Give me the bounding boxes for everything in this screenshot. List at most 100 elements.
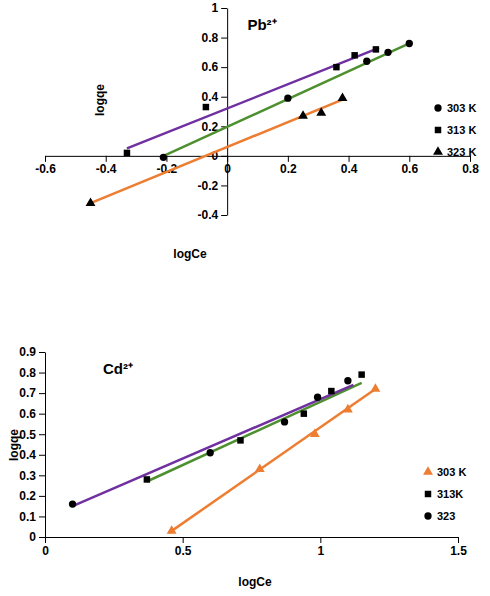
point xyxy=(255,463,265,472)
legend-label: 303 K xyxy=(437,466,466,478)
point xyxy=(370,383,380,392)
fit-line xyxy=(91,100,343,204)
x-tick-label: 0 xyxy=(42,544,49,558)
x-tick-label: 0.6 xyxy=(401,162,418,176)
legend: 303 K313 K323 K xyxy=(433,102,476,158)
y-tick-label: 0.8 xyxy=(201,31,218,45)
y-tick-label: 0.2 xyxy=(19,489,36,503)
y-tick: 0.4 xyxy=(201,90,227,104)
x-tick-mark xyxy=(45,156,46,162)
y-tick: -0.2 xyxy=(197,179,227,193)
legend-label: 313 K xyxy=(447,124,476,136)
y-tick: 0.6 xyxy=(19,407,45,421)
y-tick-mark xyxy=(221,8,227,9)
x-tick-mark xyxy=(183,537,184,543)
y-tick-mark xyxy=(221,67,227,68)
point xyxy=(124,150,130,156)
legend-label: 323 xyxy=(437,510,455,522)
series xyxy=(167,383,381,533)
plot-area xyxy=(69,371,380,533)
series xyxy=(69,377,352,508)
point xyxy=(69,500,76,507)
y-tick: 0.6 xyxy=(201,60,227,74)
y-tick-mark xyxy=(39,475,45,476)
x-tick: -0.6 xyxy=(35,156,56,177)
chart: -0.6-0.4-0.200.20.40.60.8-0.4-0.200.20.4… xyxy=(35,1,479,261)
x-tick: 0 xyxy=(42,537,49,558)
legend-marker xyxy=(435,127,441,133)
x-tick-label: -0.4 xyxy=(96,162,117,176)
y-tick-mark xyxy=(39,434,45,435)
fit-line xyxy=(147,383,362,482)
x-tick-mark xyxy=(349,156,350,162)
y-tick: 0.2 xyxy=(19,489,45,503)
x-tick-mark xyxy=(458,537,459,543)
y-tick-mark xyxy=(221,38,227,39)
y-axis-title: logqe xyxy=(93,84,107,116)
x-tick-mark xyxy=(288,156,289,162)
y-tick-label: 0.5 xyxy=(19,428,36,442)
legend-marker xyxy=(433,146,443,155)
plot-area xyxy=(86,40,413,206)
y-tick-label: 0.3 xyxy=(19,469,36,483)
point xyxy=(373,46,379,52)
series xyxy=(160,40,413,161)
x-tick-mark xyxy=(106,156,107,162)
y-tick-label: 0.7 xyxy=(19,386,36,400)
series xyxy=(124,46,379,156)
point xyxy=(86,197,96,206)
y-tick-label: 0.8 xyxy=(19,366,36,380)
legend-label: 303 K xyxy=(447,102,476,114)
x-axis: -0.6-0.4-0.200.20.40.60.8 xyxy=(35,156,479,177)
chart-title: Cd²⁺ xyxy=(103,360,133,377)
y-tick-mark xyxy=(39,414,45,415)
y-tick-label: 0.4 xyxy=(201,90,218,104)
y-tick-mark xyxy=(39,537,45,538)
x-tick-mark xyxy=(409,156,410,162)
y-tick-label: -0.2 xyxy=(197,179,218,193)
legend-label: 313K xyxy=(437,488,463,500)
y-tick-mark xyxy=(221,215,227,216)
y-tick-label: 0.1 xyxy=(19,510,36,524)
x-axis-line xyxy=(46,537,459,538)
chart: 00.511.500.10.20.30.40.50.60.70.80.9Cd²⁺… xyxy=(7,345,467,589)
x-tick-label: -0.6 xyxy=(35,162,56,176)
y-tick-mark xyxy=(221,156,227,157)
legend: 303 K 313K 323 xyxy=(423,466,466,522)
point xyxy=(344,377,351,384)
point xyxy=(144,476,150,482)
fit-line xyxy=(127,48,379,149)
y-tick-mark xyxy=(221,185,227,186)
y-axis-line xyxy=(227,9,228,216)
y-tick: 0.1 xyxy=(19,510,45,524)
x-tick-label: 0.4 xyxy=(341,162,358,176)
x-tick-label: 0.5 xyxy=(175,544,192,558)
x-tick: 1.5 xyxy=(450,537,467,558)
point xyxy=(203,104,209,110)
y-tick-mark xyxy=(39,496,45,497)
y-axis: -0.4-0.200.20.40.60.81 xyxy=(197,1,227,222)
point xyxy=(160,154,167,161)
y-tick: 0.7 xyxy=(19,386,45,400)
y-tick-label: 0 xyxy=(29,530,36,544)
point xyxy=(343,404,353,413)
point xyxy=(333,64,339,70)
y-tick: 0.5 xyxy=(19,428,45,442)
y-tick: 0.8 xyxy=(201,31,227,45)
point xyxy=(284,95,291,102)
point xyxy=(281,418,288,425)
fit-line xyxy=(169,389,376,533)
x-tick: -0.2 xyxy=(157,156,178,177)
y-axis-title: logqe xyxy=(7,429,21,461)
point xyxy=(298,110,308,119)
y-tick-mark xyxy=(39,455,45,456)
y-tick: 0.4 xyxy=(19,448,45,462)
figure: -0.6-0.4-0.200.20.40.60.8-0.4-0.200.20.4… xyxy=(0,0,490,596)
x-tick-mark xyxy=(320,537,321,543)
x-tick: 0.4 xyxy=(341,156,358,177)
x-axis-title: logCe xyxy=(173,247,207,261)
x-tick: 1 xyxy=(317,537,324,558)
y-tick-label: 1 xyxy=(211,1,218,15)
y-tick-mark xyxy=(39,516,45,517)
legend-marker xyxy=(424,512,431,519)
